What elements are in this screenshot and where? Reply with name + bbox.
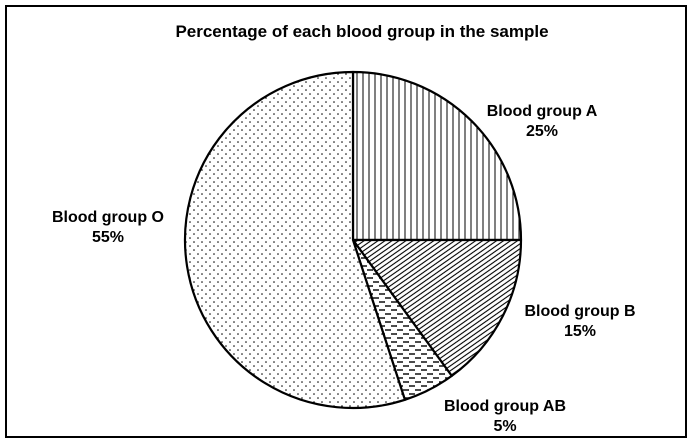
slice-label-blood-group-a: Blood group A <box>487 103 598 120</box>
slice-label-blood-group-o: Blood group O <box>52 209 164 226</box>
chart-title: Percentage of each blood group in the sa… <box>175 22 548 41</box>
pie-slices <box>183 70 523 410</box>
slice-value-blood-group-o: 55% <box>92 229 124 246</box>
slice-value-blood-group-ab: 5% <box>493 418 516 435</box>
slice-label-blood-group-b: Blood group B <box>524 303 635 320</box>
pie-labels: Blood group A 25% Blood group B 15% Blood gr… <box>52 103 636 435</box>
pie-slice-blood-group-a <box>351 70 523 242</box>
slice-label-blood-group-ab: Blood group AB <box>444 398 566 415</box>
slice-value-blood-group-a: 25% <box>526 123 558 140</box>
slice-value-blood-group-b: 15% <box>564 323 596 340</box>
pie-slice-blood-group-b <box>351 238 523 378</box>
pie-slice-blood-group-o <box>183 70 407 410</box>
